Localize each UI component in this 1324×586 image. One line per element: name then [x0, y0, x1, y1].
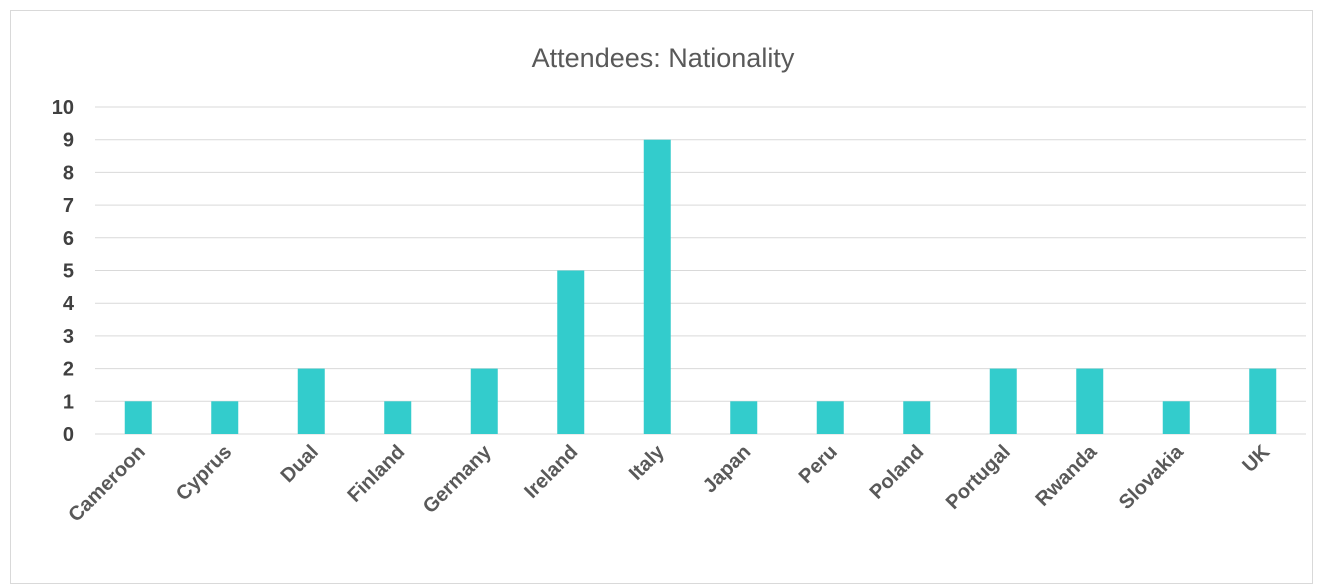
x-tick-label: Japan [699, 441, 755, 497]
bar-cyprus [211, 401, 239, 434]
x-tick-label: Cameroon [64, 441, 149, 526]
bars [124, 139, 1277, 434]
y-tick-label: 10 [52, 97, 74, 119]
x-tick-label: Ireland [520, 441, 582, 503]
bar-rwanda [1076, 368, 1104, 434]
x-tick-label: Finland [343, 441, 409, 507]
bar-portugal [989, 368, 1017, 434]
y-tick-label: 6 [63, 228, 74, 250]
bar-uk [1249, 368, 1277, 434]
y-tick-label: 3 [63, 326, 74, 348]
bar-ireland [557, 270, 585, 434]
bar-slovakia [1162, 401, 1190, 434]
bar-cameroon [124, 401, 152, 434]
x-tick-label: Rwanda [1032, 440, 1102, 510]
x-tick-label: UK [1238, 441, 1274, 477]
x-tick-label: Peru [795, 441, 842, 488]
bar-germany [470, 368, 498, 434]
x-tick-label: Poland [866, 441, 929, 504]
y-tick-label: 2 [63, 359, 74, 381]
y-tick-label: 1 [63, 391, 74, 413]
x-tick-label: Germany [419, 440, 496, 517]
y-tick-label: 5 [63, 261, 74, 283]
bar-finland [384, 401, 412, 434]
y-tick-label: 7 [63, 195, 74, 217]
x-tick-label: Portugal [942, 441, 1015, 514]
gridlines [95, 106, 1306, 435]
x-tick-label: Slovakia [1115, 440, 1189, 514]
bar-dual [297, 368, 325, 434]
chart-title: Attendees: Nationality [532, 43, 795, 73]
bar-italy [643, 139, 671, 434]
x-axis-ticks: Cameroon Cyprus Dual Finland Germany Ireland I… [64, 440, 1274, 526]
y-tick-label: 0 [63, 424, 74, 446]
x-tick-label: Dual [277, 441, 323, 487]
x-tick-label: Italy [625, 440, 669, 484]
x-tick-label: Cyprus [172, 441, 236, 505]
y-tick-label: 8 [63, 162, 74, 184]
y-axis-ticks: 0 1 2 3 4 5 6 7 8 9 10 [52, 97, 75, 446]
y-tick-label: 4 [63, 293, 75, 315]
y-tick-label: 9 [63, 130, 74, 152]
bar-peru [816, 401, 844, 434]
bar-japan [730, 401, 758, 434]
bar-poland [903, 401, 931, 434]
